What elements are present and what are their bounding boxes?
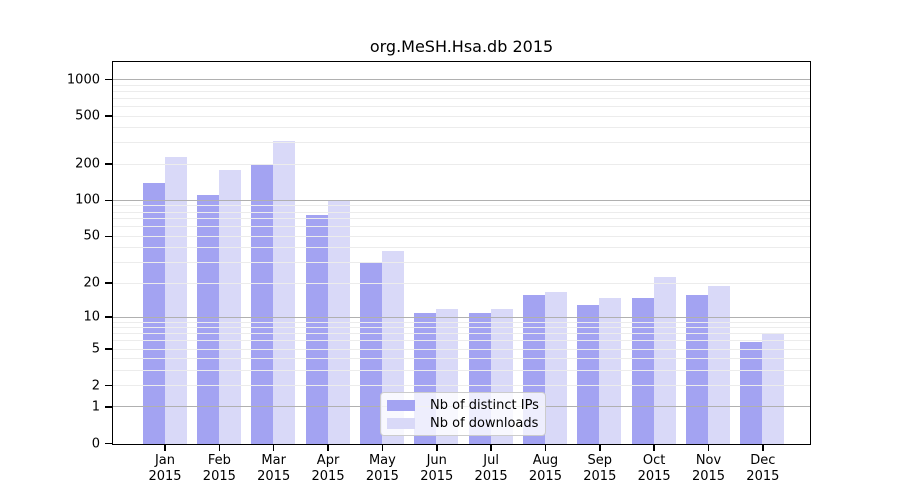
bar-downloads-jan-2015 [164,157,187,444]
y-tick-label: 5 [91,341,100,357]
y-tick-mark [105,235,112,238]
y-tick-label: 50 [83,228,100,244]
y-tick-label: 100 [75,192,100,208]
x-tick-mark [436,445,438,451]
x-tick-label: Jul 2015 [474,453,508,484]
bar-distinct-ips-dec-2015 [740,341,763,444]
y-tick-label: 0 [91,436,100,451]
x-tick-label: Aug 2015 [528,453,562,484]
x-tick-label: Mar 2015 [257,453,291,484]
legend-swatch-downloads [387,417,415,429]
x-tick-label: Jan 2015 [148,453,182,484]
x-tick-mark [272,445,275,451]
x-tick-label: Oct 2015 [637,453,671,484]
x-tick-label: Sep 2015 [583,453,617,484]
bar-distinct-ips-nov-2015 [686,294,708,444]
y-tick-label: 20 [83,275,100,291]
x-tick-label: Dec 2015 [746,453,780,484]
x-tick-mark [599,445,601,451]
y-tick-mark [105,442,112,445]
legend-label-distinct-ips: Nb of distinct IPs [430,397,539,413]
bar-distinct-ips-jan-2015 [142,182,165,444]
y-tick-mark [105,163,112,165]
bar-downloads-feb-2015 [218,170,241,444]
x-tick-mark [381,445,384,451]
plot-area: Nb of distinct IPs Nb of downloads [112,61,811,445]
x-tick-mark [218,445,221,451]
x-tick-label: Jun 2015 [420,453,454,484]
y-tick-label: 1000 [66,72,100,88]
x-tick-mark [164,445,166,451]
y-tick-mark [105,384,112,387]
bar-downloads-dec-2015 [762,334,785,444]
legend: Nb of distinct IPs Nb of downloads [380,392,546,436]
bar-distinct-ips-oct-2015 [631,297,654,444]
y-tick-mark [105,282,112,284]
legend-swatch-distinct-ips [387,399,415,411]
y-tick-label: 2 [91,378,100,394]
legend-item-distinct-ips: Nb of distinct IPs [387,397,539,413]
y-tick-mark [105,199,112,202]
y-tick-label: 500 [75,108,100,124]
x-tick-mark [544,445,547,451]
y-tick-mark [105,115,112,117]
x-tick-label: Feb 2015 [202,453,236,484]
bar-distinct-ips-apr-2015 [305,214,328,444]
bar-distinct-ips-may-2015 [359,263,382,444]
bar-downloads-nov-2015 [708,286,730,444]
x-tick-mark [327,445,329,451]
bars-layer [113,62,810,444]
chart-title: org.MeSH.Hsa.db 2015 [369,37,554,56]
bar-distinct-ips-feb-2015 [196,195,219,444]
bar-downloads-aug-2015 [544,291,567,444]
bar-downloads-mar-2015 [273,141,296,444]
legend-item-downloads: Nb of downloads [387,415,539,431]
y-tick-mark [105,348,112,350]
x-tick-label: Apr 2015 [311,453,345,484]
legend-label-downloads: Nb of downloads [430,415,539,431]
y-tick-mark [105,78,112,81]
y-tick-label: 200 [75,156,100,172]
bar-distinct-ips-sep-2015 [577,304,600,444]
y-tick-mark [105,316,112,318]
x-tick-mark [490,445,492,451]
bar-distinct-ips-mar-2015 [251,164,274,444]
y-tick-label: 10 [83,309,100,325]
y-tick-mark [105,406,112,408]
bar-downloads-apr-2015 [327,200,350,444]
bar-downloads-oct-2015 [653,276,676,444]
x-tick-label: Nov 2015 [691,453,726,484]
bar-downloads-sep-2015 [599,297,622,444]
x-tick-label: May 2015 [365,453,399,484]
x-tick-mark [653,445,655,451]
x-tick-mark [707,445,710,451]
y-tick-label: 1 [91,399,100,415]
x-tick-mark [762,445,764,451]
